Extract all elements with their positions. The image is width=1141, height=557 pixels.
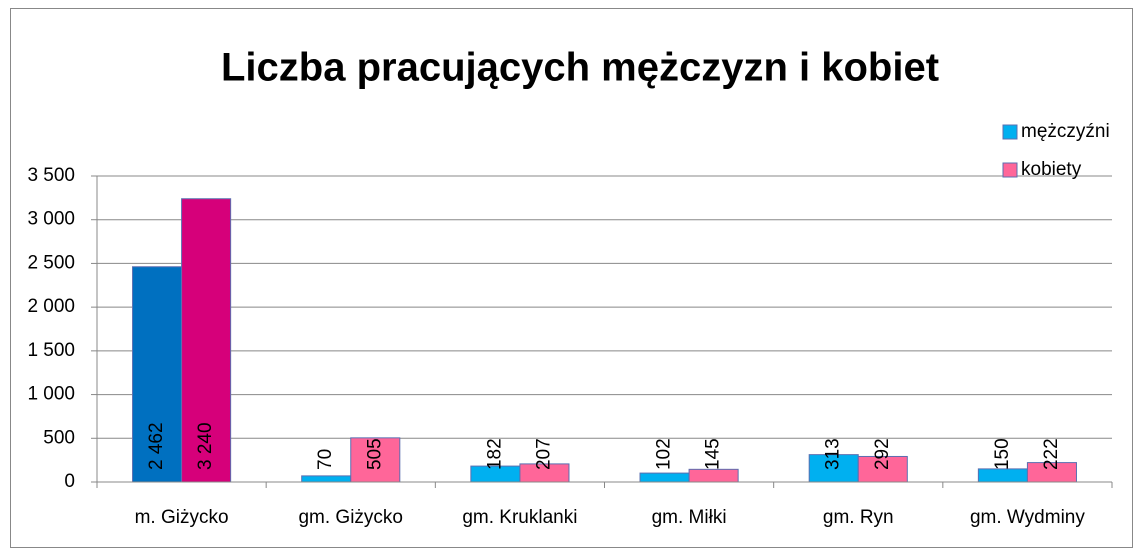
y-tick-label: 3 500 bbox=[27, 165, 75, 186]
bar bbox=[857, 455, 908, 483]
y-tick-label: 500 bbox=[43, 427, 75, 448]
x-tick-label: gm. Ryn bbox=[823, 507, 894, 528]
bar bbox=[301, 475, 352, 483]
y-tick-label: 2 000 bbox=[27, 296, 75, 317]
legend-label: kobiety bbox=[1021, 159, 1082, 180]
data-label: 70 bbox=[315, 449, 336, 470]
y-tick-label: 3 000 bbox=[27, 209, 75, 230]
y-tick-label: 1 000 bbox=[27, 384, 75, 405]
bar bbox=[808, 454, 859, 483]
data-label: 292 bbox=[872, 438, 893, 470]
bar bbox=[639, 472, 690, 483]
y-tick-label: 2 500 bbox=[27, 252, 75, 273]
bar bbox=[132, 266, 183, 483]
chart-title: Liczba pracujących mężczyzn i kobiet bbox=[221, 46, 939, 90]
data-label: 2 462 bbox=[146, 422, 167, 470]
data-label: 145 bbox=[703, 438, 724, 470]
bar bbox=[350, 437, 401, 483]
y-tick-label: 1 500 bbox=[27, 340, 75, 361]
x-tick-label: gm. Kruklanki bbox=[462, 507, 577, 528]
data-label: 222 bbox=[1041, 438, 1062, 470]
y-tick-label: 0 bbox=[64, 471, 75, 492]
bar bbox=[181, 198, 232, 483]
data-label: 182 bbox=[484, 438, 505, 470]
data-label: 505 bbox=[364, 438, 385, 470]
x-tick-label: gm. Wydminy bbox=[970, 507, 1085, 528]
data-label: 150 bbox=[992, 438, 1013, 470]
bar bbox=[688, 468, 739, 483]
x-tick-label: gm. Giżycko bbox=[298, 507, 403, 528]
x-tick-label: m. Giżycko bbox=[135, 507, 229, 528]
x-tick-label: gm. Miłki bbox=[652, 507, 727, 528]
data-label: 207 bbox=[533, 438, 554, 470]
legend-label: mężczyźni bbox=[1021, 121, 1110, 142]
data-label: 313 bbox=[823, 438, 844, 470]
legend-swatch bbox=[1002, 124, 1018, 140]
legend-swatch bbox=[1002, 162, 1018, 178]
data-label: 102 bbox=[654, 438, 675, 470]
data-label: 3 240 bbox=[195, 422, 216, 470]
